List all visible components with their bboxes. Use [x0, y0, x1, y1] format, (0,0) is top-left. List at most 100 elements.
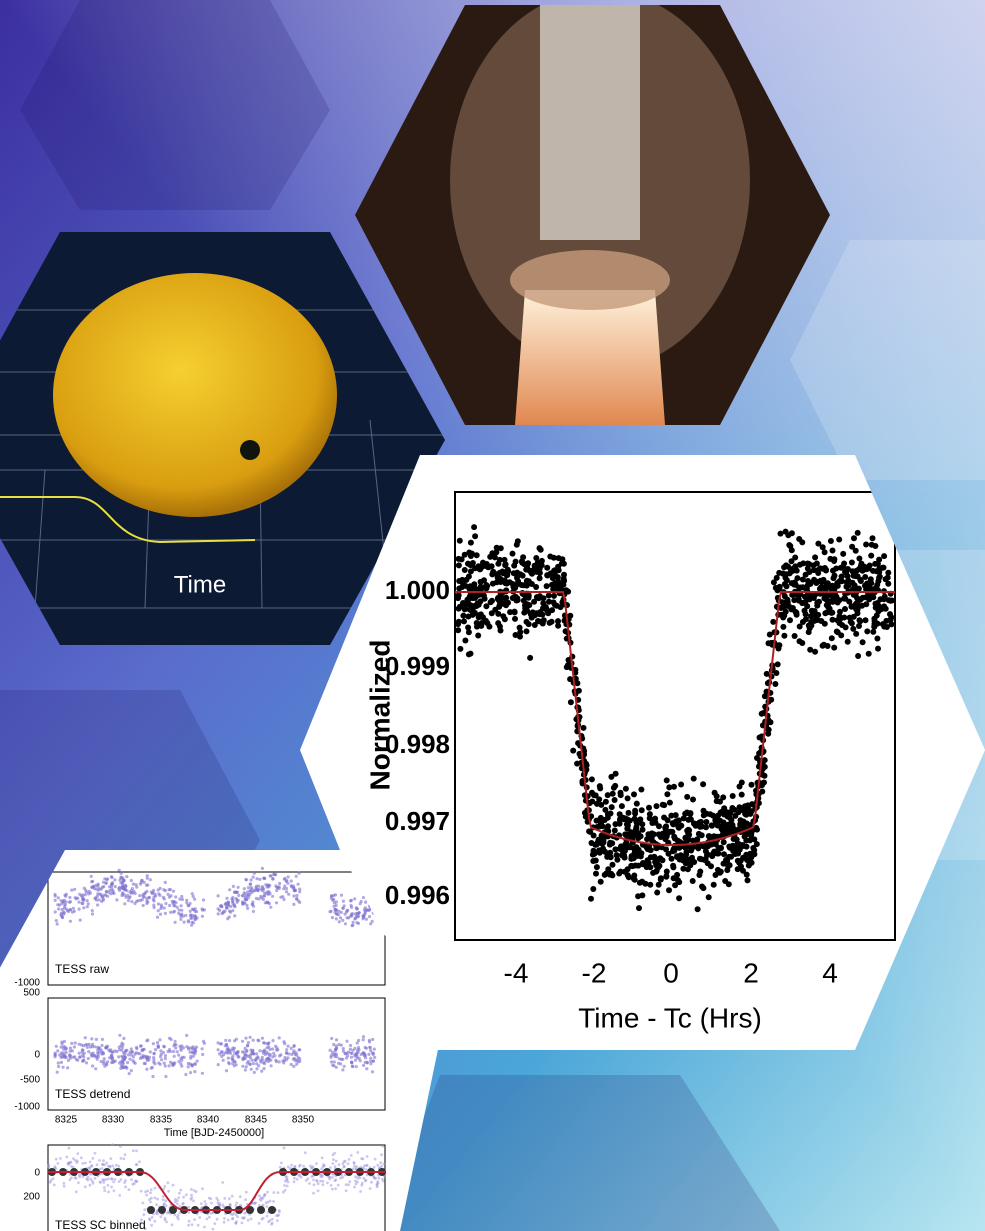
data-dot [796, 623, 803, 630]
data-dot [639, 826, 646, 833]
data-dot [86, 1056, 90, 1061]
binned-dot [268, 1206, 276, 1214]
data-dot [740, 867, 746, 874]
data-dot [59, 914, 64, 918]
data-dot [118, 1061, 122, 1065]
data-dot [850, 572, 857, 579]
data-dot [172, 1054, 176, 1058]
data-dot [331, 1063, 335, 1067]
data-dot [240, 1039, 245, 1043]
data-dot [820, 584, 827, 591]
data-dot [198, 1216, 202, 1219]
data-dot [169, 1060, 173, 1064]
data-dot [193, 1052, 197, 1056]
data-dot [108, 1056, 112, 1060]
data-dot [246, 890, 250, 894]
data-dot [337, 1057, 341, 1061]
data-dot [810, 595, 817, 601]
data-dot [714, 822, 721, 829]
data-dot [800, 599, 807, 606]
data-dot [78, 892, 82, 896]
data-dot [84, 1061, 88, 1065]
data-dot [216, 1048, 220, 1052]
data-dot [740, 854, 747, 861]
data-dot [276, 1214, 280, 1218]
data-dot [56, 1061, 60, 1065]
data-dot [163, 911, 167, 916]
data-dot [356, 1180, 359, 1184]
data-dot [654, 889, 661, 896]
data-dot [536, 575, 543, 582]
data-dot [836, 620, 843, 627]
data-dot [76, 1058, 80, 1062]
data-dot [257, 897, 261, 901]
data-dot [258, 1049, 262, 1053]
data-dot [633, 800, 640, 807]
y-tick-label: 0.996 [385, 880, 450, 910]
data-dot [101, 1163, 105, 1166]
data-dot [367, 1052, 371, 1056]
data-dot [650, 831, 657, 838]
data-dot [635, 830, 642, 837]
data-dot [140, 878, 144, 883]
data-dot [356, 921, 361, 926]
data-dot [750, 845, 757, 851]
data-dot [474, 623, 480, 630]
data-dot [190, 913, 194, 918]
data-dot [260, 1036, 264, 1040]
data-dot [598, 801, 605, 808]
data-dot [138, 1056, 142, 1060]
data-dot [842, 595, 849, 602]
data-dot [342, 1165, 346, 1169]
data-dot [357, 1038, 361, 1043]
data-dot [321, 1165, 325, 1169]
data-dot [848, 559, 855, 566]
data-dot [734, 827, 741, 833]
data-dot [879, 564, 886, 571]
data-dot [727, 810, 734, 816]
data-dot [330, 1036, 334, 1041]
data-dot [336, 1183, 340, 1187]
data-dot [743, 871, 750, 878]
data-dot [824, 643, 831, 649]
data-dot [694, 906, 701, 913]
data-dot [156, 1045, 160, 1049]
data-dot [854, 594, 860, 601]
data-dot [697, 818, 704, 825]
data-dot [180, 908, 184, 912]
data-dot [343, 1159, 347, 1163]
data-dot [348, 1043, 353, 1048]
data-dot [117, 1180, 121, 1183]
data-dot [296, 1060, 300, 1064]
data-dot [655, 881, 662, 888]
data-dot [376, 1163, 380, 1167]
data-dot [705, 894, 712, 901]
data-dot [190, 1196, 194, 1200]
data-dot [126, 1061, 130, 1065]
data-dot [362, 1063, 366, 1067]
data-dot [121, 892, 125, 896]
data-dot [77, 907, 81, 911]
data-dot [283, 884, 287, 888]
data-dot [185, 1033, 189, 1037]
data-dot [78, 918, 82, 922]
data-dot [142, 895, 146, 899]
data-dot [346, 1162, 350, 1166]
data-dot [333, 1151, 337, 1155]
data-dot [173, 1200, 177, 1204]
data-dot [196, 1223, 200, 1227]
data-dot [362, 1176, 366, 1180]
data-dot [57, 907, 61, 911]
data-dot [607, 810, 614, 817]
data-dot [596, 796, 603, 803]
data-dot [471, 609, 478, 616]
data-dot [145, 874, 149, 878]
data-dot [152, 1058, 156, 1062]
data-dot [47, 1164, 51, 1167]
data-dot [179, 917, 183, 922]
data-dot [531, 622, 538, 628]
data-dot [119, 871, 123, 875]
data-dot [104, 881, 108, 885]
data-dot [465, 613, 472, 620]
data-dot [70, 888, 74, 892]
